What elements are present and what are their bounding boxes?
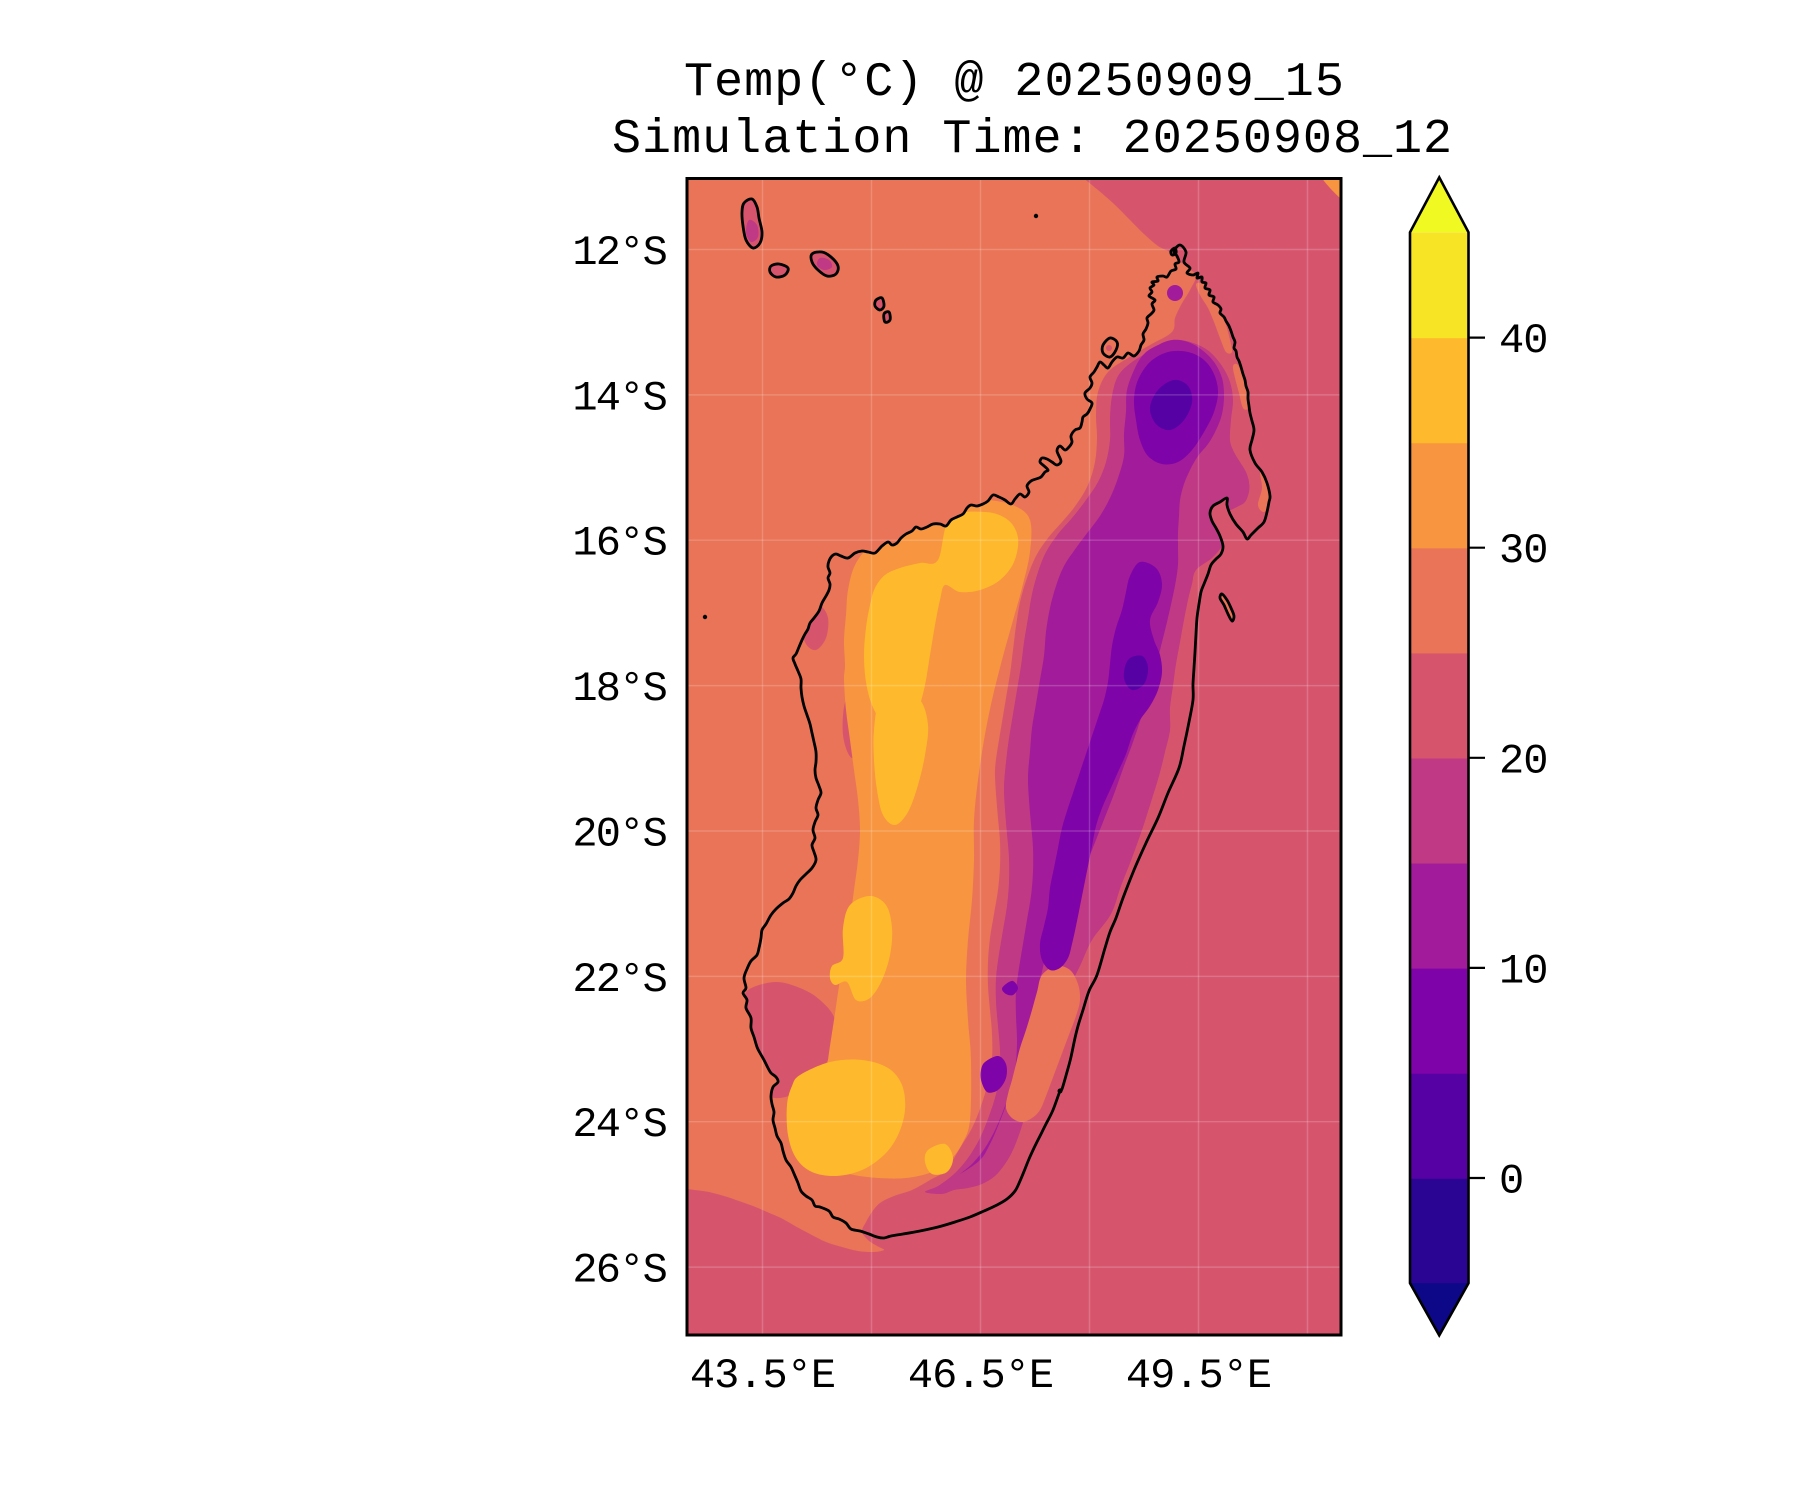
svg-text:26°S: 26°S — [572, 1247, 666, 1295]
svg-text:49.5°E: 49.5°E — [1126, 1352, 1271, 1400]
svg-text:16°S: 16°S — [572, 520, 666, 568]
svg-text:12°S: 12°S — [572, 229, 666, 277]
svg-text:20: 20 — [1499, 737, 1547, 785]
svg-text:40: 40 — [1499, 317, 1547, 365]
svg-text:0: 0 — [1499, 1158, 1523, 1206]
svg-text:18°S: 18°S — [572, 665, 666, 713]
svg-text:46.5°E: 46.5°E — [908, 1352, 1053, 1400]
svg-text:10: 10 — [1499, 947, 1547, 995]
svg-text:30: 30 — [1499, 527, 1547, 575]
svg-text:Simulation Time: 20250908_12: Simulation Time: 20250908_12 — [612, 112, 1453, 167]
svg-text:43.5°E: 43.5°E — [690, 1352, 835, 1400]
svg-text:22°S: 22°S — [572, 956, 666, 1004]
svg-text:Temp(°C) @ 20250909_15: Temp(°C) @ 20250909_15 — [684, 55, 1345, 110]
svg-text:20°S: 20°S — [572, 811, 666, 859]
svg-text:24°S: 24°S — [572, 1101, 666, 1149]
svg-text:14°S: 14°S — [572, 374, 666, 422]
